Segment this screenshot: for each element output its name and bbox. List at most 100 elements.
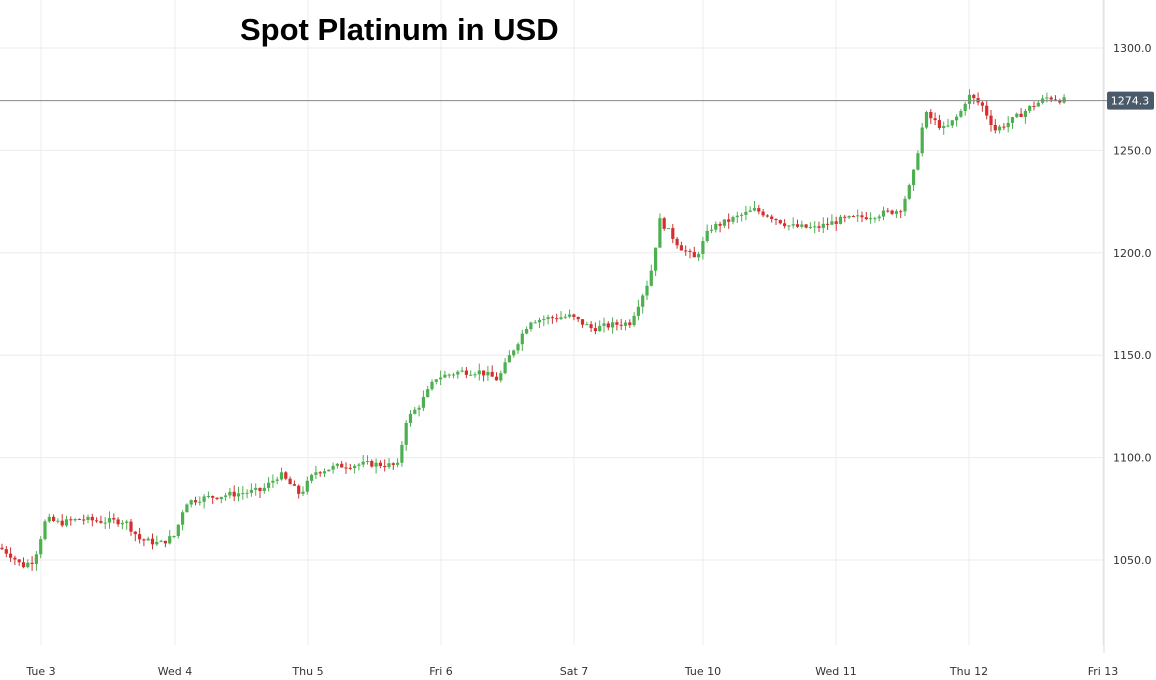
candle-up bbox=[705, 230, 709, 242]
candle-up bbox=[1036, 102, 1040, 107]
candle-up bbox=[198, 501, 202, 503]
candle-up bbox=[396, 462, 400, 465]
candle-up bbox=[34, 554, 38, 564]
candle-down bbox=[13, 557, 17, 560]
candle-up bbox=[740, 214, 744, 216]
candles bbox=[0, 89, 1066, 571]
candle-up bbox=[185, 504, 189, 513]
candle-down bbox=[886, 210, 890, 212]
candle-up bbox=[335, 463, 339, 466]
candle-down bbox=[555, 318, 559, 320]
candle-down bbox=[0, 547, 4, 550]
candle-up bbox=[421, 397, 425, 408]
candle-down bbox=[757, 208, 761, 212]
candle-down bbox=[851, 216, 855, 218]
candle-down bbox=[890, 210, 894, 214]
candle-up bbox=[568, 314, 572, 317]
candle-up bbox=[709, 229, 714, 231]
candle-up bbox=[451, 374, 456, 376]
candle-up bbox=[120, 522, 124, 525]
candle-down bbox=[69, 519, 73, 521]
chart-title: Spot Platinum in USD bbox=[240, 12, 559, 47]
last-price-label: 1274.3 bbox=[1111, 95, 1150, 108]
candle-down bbox=[550, 317, 554, 319]
candle-up bbox=[310, 474, 314, 481]
candle-up bbox=[413, 409, 417, 414]
candle-down bbox=[232, 491, 236, 497]
candle-up bbox=[955, 116, 959, 121]
candle-down bbox=[116, 519, 120, 525]
candle-up bbox=[168, 536, 172, 544]
candle-up bbox=[585, 324, 589, 326]
candle-up bbox=[512, 350, 516, 356]
candle-up bbox=[950, 120, 954, 126]
x-tick-label: Wed 11 bbox=[815, 665, 856, 678]
candle-up bbox=[331, 465, 335, 470]
x-tick-label: Sat 7 bbox=[560, 665, 589, 678]
candle-down bbox=[843, 216, 847, 218]
candle-up bbox=[830, 221, 834, 225]
candle-down bbox=[834, 221, 838, 224]
x-tick-label: Tue 3 bbox=[25, 665, 55, 678]
candle-down bbox=[1019, 113, 1023, 117]
last-price-line: 1274.3 bbox=[0, 91, 1154, 110]
candle-down bbox=[972, 94, 976, 99]
candle-down bbox=[90, 516, 94, 521]
candle-up bbox=[73, 519, 77, 521]
candle-up bbox=[516, 344, 520, 351]
candle-down bbox=[95, 520, 99, 522]
candle-down bbox=[718, 223, 722, 226]
candle-down bbox=[284, 472, 288, 479]
candle-up bbox=[228, 491, 232, 496]
candle-down bbox=[899, 211, 903, 213]
candle-up bbox=[813, 226, 817, 228]
candle-up bbox=[103, 522, 107, 524]
candle-up bbox=[469, 374, 473, 376]
candle-down bbox=[82, 519, 86, 521]
candle-up bbox=[447, 374, 451, 376]
candle-up bbox=[912, 169, 916, 186]
candle-up bbox=[623, 322, 628, 326]
candle-down bbox=[288, 478, 292, 485]
candle-down bbox=[688, 250, 692, 252]
candle-down bbox=[215, 497, 219, 499]
candle-up bbox=[327, 469, 331, 472]
candle-up bbox=[645, 285, 649, 296]
candle-up bbox=[869, 218, 873, 220]
candle-down bbox=[985, 105, 989, 116]
candle-down bbox=[615, 322, 619, 325]
candle-down bbox=[318, 472, 322, 474]
candle-down bbox=[628, 322, 632, 326]
candle-down bbox=[60, 520, 64, 526]
candle-up bbox=[400, 444, 404, 463]
candle-down bbox=[929, 112, 933, 119]
candle-up bbox=[808, 226, 812, 228]
candle-down bbox=[770, 216, 774, 219]
candle-up bbox=[881, 210, 886, 217]
candle-up bbox=[1010, 117, 1015, 123]
candle-up bbox=[903, 198, 907, 212]
candle-down bbox=[993, 124, 997, 131]
y-tick-label: 1150.0 bbox=[1113, 349, 1152, 362]
candle-up bbox=[1023, 110, 1027, 117]
candle-up bbox=[353, 465, 357, 469]
candle-up bbox=[1062, 97, 1066, 103]
candle-up bbox=[86, 516, 90, 520]
candle-up bbox=[181, 512, 185, 525]
candle-down bbox=[383, 465, 387, 468]
x-tick-label: Thu 12 bbox=[949, 665, 988, 678]
candle-down bbox=[391, 463, 395, 465]
candle-down bbox=[348, 467, 352, 469]
candle-up bbox=[477, 370, 481, 375]
candle-up bbox=[537, 319, 542, 323]
candle-down bbox=[150, 538, 155, 545]
candle-up bbox=[279, 472, 284, 480]
candle-down bbox=[1053, 99, 1058, 101]
candle-down bbox=[21, 562, 26, 568]
candle-up bbox=[838, 216, 843, 224]
candle-up bbox=[245, 492, 249, 494]
candle-up bbox=[598, 325, 602, 332]
candle-up bbox=[219, 496, 223, 499]
candle-up bbox=[473, 374, 477, 376]
candle-up bbox=[107, 518, 112, 523]
